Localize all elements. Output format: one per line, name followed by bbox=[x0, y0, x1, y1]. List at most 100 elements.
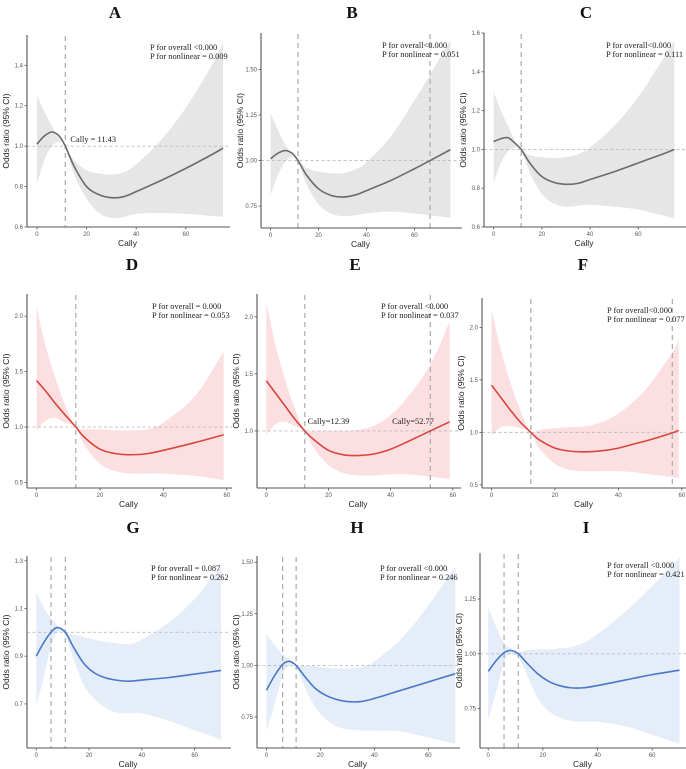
x-tick-label: 40 bbox=[371, 753, 378, 759]
x-tick-label: 40 bbox=[587, 232, 594, 238]
x-tick-label: 60 bbox=[411, 233, 418, 239]
y-tick-label: 1.4 bbox=[472, 70, 481, 76]
y-tick-label: 1.0 bbox=[245, 429, 254, 435]
p-overall-text: P for overall = 0.087 bbox=[151, 564, 220, 573]
cutoff-annotation: Cally=52.77 bbox=[392, 417, 434, 426]
p-overall-text: P for overall <0.000 bbox=[381, 302, 448, 311]
y-tick-label: 1.00 bbox=[245, 159, 257, 165]
y-tick-label: 1.0 bbox=[472, 147, 481, 153]
cutoff-annotation: Cally = 11.43 bbox=[70, 135, 116, 144]
x-tick-label: 0 bbox=[269, 233, 273, 239]
x-tick-label: 20 bbox=[552, 493, 559, 499]
p-nonlinear-text: P for nonlinear = 0.051 bbox=[382, 50, 460, 59]
y-tick-label: 0.7 bbox=[15, 702, 24, 708]
x-tick-label: 60 bbox=[425, 753, 432, 759]
x-tick-label: 20 bbox=[540, 753, 547, 759]
or-curve bbox=[270, 148, 451, 198]
p-nonlinear-text: P for nonlinear = 0.009 bbox=[150, 52, 228, 61]
y-tick-label: 0.9 bbox=[15, 654, 24, 660]
panel-letter: C bbox=[580, 3, 592, 22]
p-overall-text: P for overall <0.000 bbox=[607, 561, 674, 570]
y-tick-label: 1.25 bbox=[241, 612, 253, 618]
confidence-band bbox=[266, 566, 456, 744]
x-tick-label: 40 bbox=[594, 753, 601, 759]
x-tick-label: 40 bbox=[133, 232, 140, 238]
p-nonlinear-text: P for nonlinear = 0.077 bbox=[607, 315, 685, 324]
p-nonlinear-text: P for nonlinear = 0.246 bbox=[380, 573, 458, 582]
x-tick-label: 0 bbox=[492, 232, 496, 238]
panel-letter: G bbox=[126, 518, 139, 537]
panel-letter: F bbox=[578, 255, 588, 274]
x-tick-label: 20 bbox=[317, 753, 324, 759]
y-tick-label: 1.50 bbox=[241, 560, 253, 566]
x-tick-label: 20 bbox=[538, 232, 545, 238]
x-axis-title: Cally bbox=[574, 499, 594, 509]
x-tick-label: 0 bbox=[490, 493, 494, 499]
y-axis-title: Odds ratio (95% CI) bbox=[231, 614, 241, 689]
y-tick-label: 1.1 bbox=[15, 606, 24, 612]
x-axis-title: Cally bbox=[575, 238, 595, 248]
x-axis-title: Cally bbox=[351, 239, 371, 249]
panel-letter: E bbox=[349, 255, 360, 274]
y-tick-label: 1.00 bbox=[464, 652, 476, 658]
y-tick-label: 1.4 bbox=[15, 63, 24, 69]
p-nonlinear-text: P for nonlinear = 0.037 bbox=[381, 311, 459, 320]
x-tick-label: 0 bbox=[35, 232, 39, 238]
x-axis-title: Cally bbox=[348, 759, 368, 769]
x-tick-label: 60 bbox=[223, 493, 230, 499]
x-tick-label: 60 bbox=[449, 493, 456, 499]
y-tick-label: 1.25 bbox=[245, 113, 257, 119]
y-tick-label: 0.5 bbox=[15, 480, 24, 486]
y-tick-label: 0.75 bbox=[464, 707, 476, 713]
p-overall-text: P for overall <0.000 bbox=[150, 43, 217, 52]
y-tick-label: 1.0 bbox=[15, 425, 24, 431]
or-curve bbox=[35, 626, 222, 683]
y-tick-label: 0.8 bbox=[472, 186, 481, 192]
or-curve bbox=[265, 660, 456, 703]
panel-letter: I bbox=[583, 518, 590, 537]
p-overall-text: P for overall<0.000 bbox=[382, 41, 447, 50]
x-tick-label: 0 bbox=[487, 753, 491, 759]
y-tick-label: 1.2 bbox=[472, 109, 481, 115]
confidence-band bbox=[488, 557, 680, 744]
y-tick-label: 1.5 bbox=[470, 378, 479, 384]
or-curve bbox=[493, 136, 675, 186]
y-tick-label: 0.8 bbox=[15, 185, 24, 191]
y-tick-label: 1.6 bbox=[472, 31, 481, 37]
x-tick-label: 60 bbox=[635, 232, 642, 238]
panel-letter: B bbox=[346, 3, 357, 22]
x-axis-title: Cally bbox=[118, 238, 138, 248]
y-tick-label: 0.6 bbox=[15, 225, 24, 231]
p-overall-text: P for overall<0.000 bbox=[606, 41, 671, 50]
x-tick-label: 60 bbox=[649, 753, 656, 759]
x-tick-label: 20 bbox=[325, 493, 332, 499]
x-tick-label: 20 bbox=[315, 233, 322, 239]
x-tick-label: 40 bbox=[139, 753, 146, 759]
y-tick-label: 1.00 bbox=[241, 663, 253, 669]
x-tick-label: 60 bbox=[182, 232, 189, 238]
p-overall-text: P for overall = 0.000 bbox=[152, 302, 221, 311]
y-tick-label: 1.0 bbox=[470, 430, 479, 436]
y-tick-label: 1.50 bbox=[245, 67, 257, 73]
confidence-band bbox=[36, 43, 224, 219]
y-tick-label: 0.75 bbox=[245, 204, 257, 210]
p-nonlinear-text: P for nonlinear = 0.421 bbox=[607, 570, 685, 579]
x-tick-label: 40 bbox=[363, 233, 370, 239]
x-tick-label: 20 bbox=[83, 232, 90, 238]
p-overall-text: P for overall <0.000 bbox=[380, 564, 447, 573]
y-tick-label: 0.5 bbox=[470, 483, 479, 489]
or-curve bbox=[36, 131, 224, 199]
y-tick-label: 1.0 bbox=[15, 144, 24, 150]
x-axis-title: Cally bbox=[119, 759, 139, 769]
x-axis-title: Cally bbox=[349, 499, 369, 509]
